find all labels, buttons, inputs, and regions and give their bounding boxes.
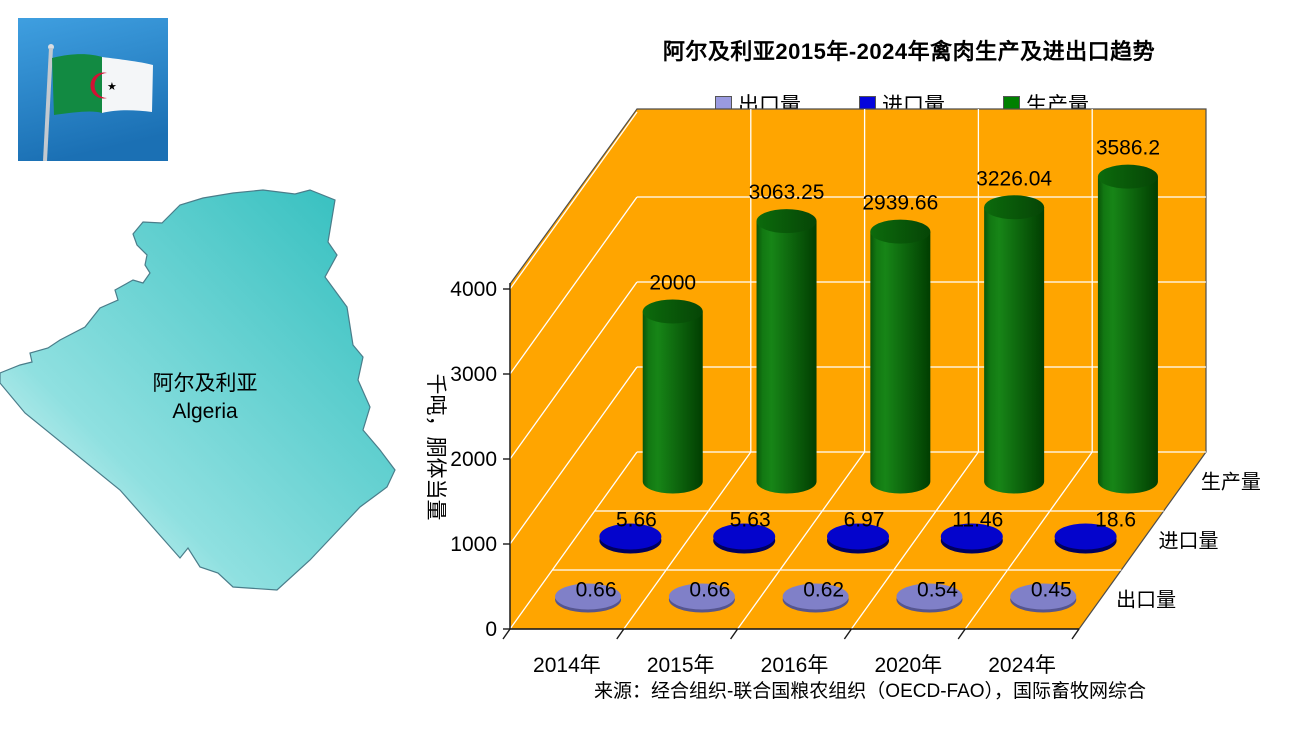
cylinder-出口量 bbox=[668, 583, 735, 610]
series-row-label: 出口量 bbox=[1116, 589, 1176, 612]
plot-area: 0 1000 2000 3000 4000 2014年 2015年 2016年 2020年 202… bbox=[450, 108, 1261, 677]
y-tick-label: 0 bbox=[485, 618, 497, 641]
data-label: 3063.25 bbox=[749, 181, 825, 204]
data-label: 18.6 bbox=[1095, 509, 1136, 532]
cylinder-进口量 bbox=[713, 523, 776, 550]
cylinder-top-生产量 bbox=[984, 195, 1045, 220]
legend: 出口量 进口量 生产量 bbox=[715, 89, 1089, 119]
chart-series: 0 1000 2000 3000 4000 2014年 2015年 2016年 2020年 202… bbox=[450, 137, 1261, 677]
x-tick-label: 2015年 bbox=[647, 654, 715, 677]
cylinder-生产量 bbox=[1097, 176, 1158, 494]
flag-star-icon: ★ bbox=[107, 81, 117, 93]
x-tick-label: 2014年 bbox=[533, 654, 601, 677]
cylinder-进口量 bbox=[827, 523, 889, 550]
cylinder-生产量 bbox=[642, 311, 703, 494]
cylinder-top-生产量 bbox=[870, 219, 931, 244]
cylinder-出口量 bbox=[896, 583, 963, 610]
data-label: 5.66 bbox=[616, 509, 657, 532]
data-label: 0.66 bbox=[689, 579, 730, 602]
axes bbox=[502, 283, 1080, 640]
data-label: 0.45 bbox=[1031, 579, 1072, 602]
x-tick-label: 2016年 bbox=[761, 654, 829, 677]
cylinder-出口量 bbox=[555, 583, 622, 610]
cylinder-出口量 bbox=[782, 583, 849, 610]
data-label: 3226.04 bbox=[976, 167, 1052, 190]
algeria-flag: ★ bbox=[52, 54, 153, 115]
map-label-en: Algeria bbox=[172, 400, 238, 423]
cylinder-生产量 bbox=[870, 231, 931, 494]
data-label: 2000 bbox=[649, 272, 696, 295]
y-tick-label: 4000 bbox=[450, 278, 497, 301]
data-label: 11.46 bbox=[952, 509, 1003, 532]
algeria-map-shape bbox=[0, 189, 396, 591]
cylinder-出口量 bbox=[1010, 583, 1077, 610]
algeria-flag-photo: ★ bbox=[18, 18, 168, 161]
cylinder-进口量 bbox=[599, 523, 662, 550]
data-label: 3586.2 bbox=[1096, 137, 1160, 160]
data-label: 6.97 bbox=[844, 509, 885, 532]
data-label: 0.66 bbox=[576, 579, 617, 602]
x-tick-label: 2024年 bbox=[988, 654, 1056, 677]
cylinder-生产量 bbox=[984, 207, 1045, 494]
map-label-zh: 阿尔及利亚 bbox=[153, 372, 258, 395]
data-label: 2939.66 bbox=[862, 192, 938, 215]
data-label: 0.54 bbox=[917, 579, 958, 602]
cylinder-top-生产量 bbox=[1097, 164, 1158, 189]
cylinder-top-生产量 bbox=[642, 299, 703, 324]
y-tick-label: 2000 bbox=[450, 448, 497, 471]
flag-green-half bbox=[52, 54, 102, 115]
cylinder-生产量 bbox=[756, 221, 817, 494]
x-tick-label: 2020年 bbox=[874, 654, 942, 677]
flagpole bbox=[43, 47, 53, 161]
data-label: 5.63 bbox=[730, 509, 771, 532]
chart-title: 阿尔及利亚2015年-2024年禽肉生产及进出口趋势 bbox=[662, 39, 1156, 64]
source-note: 来源：经合组织-联合国粮农组织（OECD-FAO），国际畜牧网综合 bbox=[593, 681, 1147, 702]
series-row-label: 生产量 bbox=[1201, 471, 1261, 494]
y-tick-label: 1000 bbox=[450, 533, 497, 556]
cylinder-top-生产量 bbox=[756, 209, 817, 234]
series-row-label: 进口量 bbox=[1159, 530, 1219, 553]
y-tick-label: 3000 bbox=[450, 363, 497, 386]
flag-crescent-icon bbox=[90, 72, 107, 99]
flag-white-half bbox=[102, 57, 153, 113]
cylinder-进口量 bbox=[1054, 523, 1117, 550]
data-label: 0.62 bbox=[803, 579, 844, 602]
algeria-map: 阿尔及利亚 Algeria bbox=[0, 189, 396, 591]
cylinder-进口量 bbox=[940, 523, 1003, 550]
